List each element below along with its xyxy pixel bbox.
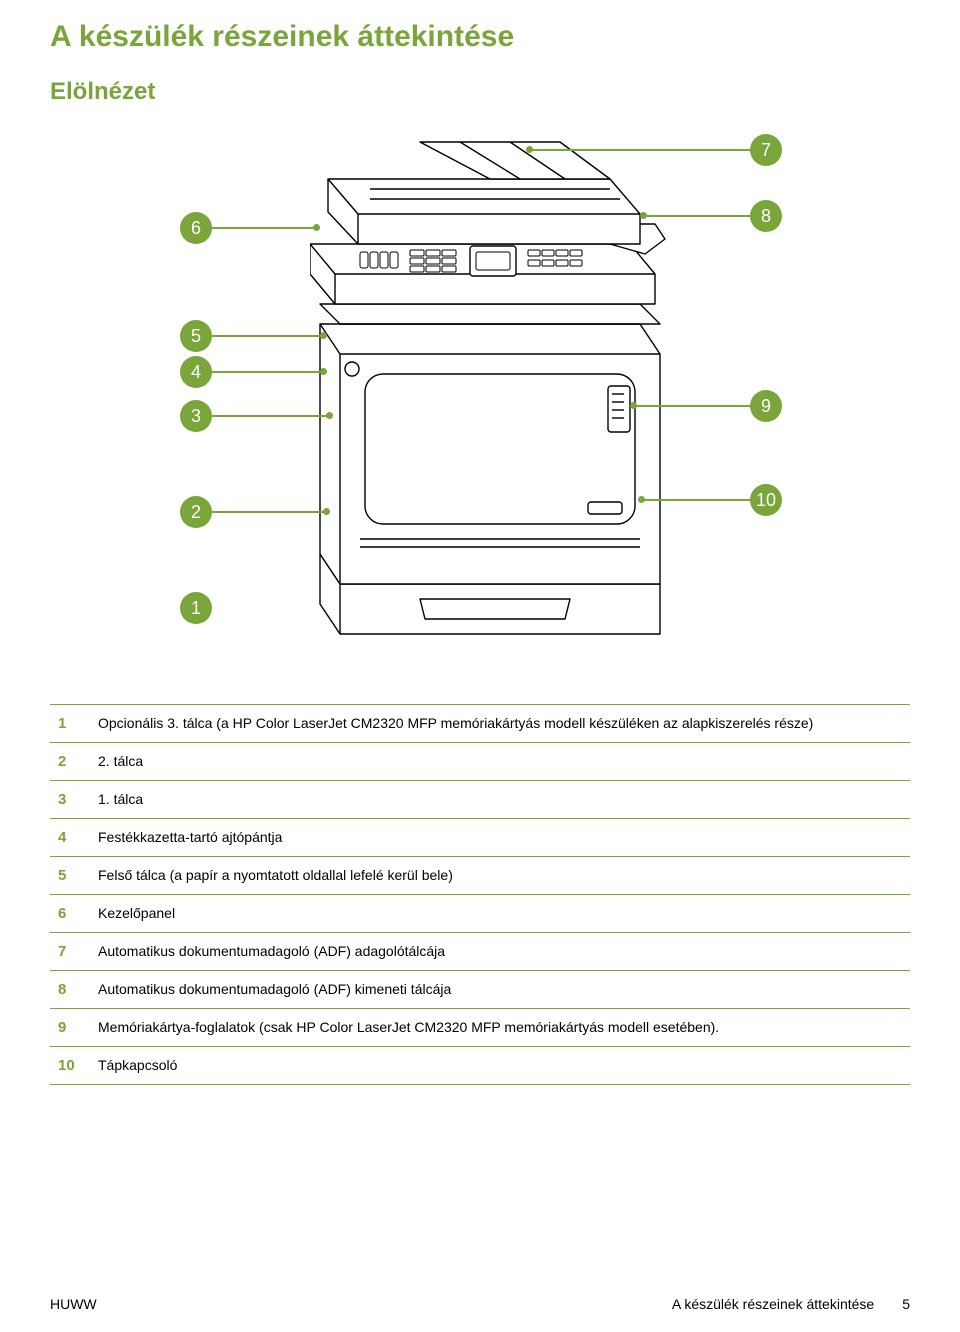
callout-7: 7 bbox=[750, 134, 782, 166]
section-subtitle: Elölnézet bbox=[50, 78, 910, 106]
lead-dot-3 bbox=[326, 412, 333, 419]
callout-4-num: 4 bbox=[191, 362, 201, 383]
lead-dot-10 bbox=[638, 496, 645, 503]
page-title: A készülék részeinek áttekintése bbox=[50, 20, 910, 54]
footer-section-title: A készülék részeinek áttekintése bbox=[672, 1296, 874, 1312]
lead-5 bbox=[212, 335, 322, 337]
callout-7-num: 7 bbox=[761, 140, 771, 161]
lead-dot-8 bbox=[640, 212, 647, 219]
lead-dot-6 bbox=[313, 224, 320, 231]
lead-7 bbox=[530, 149, 750, 151]
part-num: 7 bbox=[50, 933, 90, 971]
lead-dot-2 bbox=[323, 508, 330, 515]
table-row: 4Festékkazetta-tartó ajtópántja bbox=[50, 819, 910, 857]
lead-4 bbox=[212, 371, 322, 373]
part-num: 6 bbox=[50, 895, 90, 933]
table-row: 22. tálca bbox=[50, 743, 910, 781]
table-row: 7Automatikus dokumentumadagoló (ADF) ada… bbox=[50, 933, 910, 971]
callout-1-num: 1 bbox=[191, 598, 201, 619]
part-desc: 2. tálca bbox=[90, 743, 910, 781]
callout-3: 3 bbox=[180, 400, 212, 432]
lead-2 bbox=[212, 511, 325, 513]
callout-2: 2 bbox=[180, 496, 212, 528]
printer-illustration bbox=[310, 124, 670, 644]
lead-6 bbox=[212, 227, 315, 229]
part-num: 10 bbox=[50, 1047, 90, 1085]
part-num: 4 bbox=[50, 819, 90, 857]
printer-diagram: 6 5 4 3 2 1 7 8 9 10 bbox=[50, 124, 910, 674]
part-desc: Festékkazetta-tartó ajtópántja bbox=[90, 819, 910, 857]
table-row: 6Kezelőpanel bbox=[50, 895, 910, 933]
table-row: 31. tálca bbox=[50, 781, 910, 819]
callout-4: 4 bbox=[180, 356, 212, 388]
callout-6-num: 6 bbox=[191, 218, 201, 239]
lead-3 bbox=[212, 415, 328, 417]
part-num: 2 bbox=[50, 743, 90, 781]
part-desc: Automatikus dokumentumadagoló (ADF) adag… bbox=[90, 933, 910, 971]
part-desc: Automatikus dokumentumadagoló (ADF) kime… bbox=[90, 971, 910, 1009]
part-num: 8 bbox=[50, 971, 90, 1009]
table-row: 8Automatikus dokumentumadagoló (ADF) kim… bbox=[50, 971, 910, 1009]
table-row: 5Felső tálca (a papír a nyomtatott oldal… bbox=[50, 857, 910, 895]
part-num: 1 bbox=[50, 705, 90, 743]
callout-8-num: 8 bbox=[761, 206, 771, 227]
lead-10 bbox=[642, 499, 750, 501]
part-num: 3 bbox=[50, 781, 90, 819]
callout-5-num: 5 bbox=[191, 326, 201, 347]
lead-dot-7 bbox=[526, 146, 533, 153]
part-desc: Opcionális 3. tálca (a HP Color LaserJet… bbox=[90, 705, 910, 743]
callout-1: 1 bbox=[180, 592, 212, 624]
callout-3-num: 3 bbox=[191, 406, 201, 427]
page-footer: HUWW A készülék részeinek áttekintése 5 bbox=[50, 1296, 910, 1312]
part-desc: Memóriakártya-foglalatok (csak HP Color … bbox=[90, 1009, 910, 1047]
table-row: 1Opcionális 3. tálca (a HP Color LaserJe… bbox=[50, 705, 910, 743]
lead-9 bbox=[634, 405, 750, 407]
parts-table: 1Opcionális 3. tálca (a HP Color LaserJe… bbox=[50, 704, 910, 1085]
callout-10: 10 bbox=[750, 484, 782, 516]
callout-6: 6 bbox=[180, 212, 212, 244]
part-desc: Felső tálca (a papír a nyomtatott oldall… bbox=[90, 857, 910, 895]
lead-dot-5 bbox=[320, 332, 327, 339]
part-num: 9 bbox=[50, 1009, 90, 1047]
footer-page-number: 5 bbox=[902, 1296, 910, 1312]
callout-9: 9 bbox=[750, 390, 782, 422]
table-row: 9Memóriakártya-foglalatok (csak HP Color… bbox=[50, 1009, 910, 1047]
callout-2-num: 2 bbox=[191, 502, 201, 523]
lead-dot-4 bbox=[320, 368, 327, 375]
callout-5: 5 bbox=[180, 320, 212, 352]
part-num: 5 bbox=[50, 857, 90, 895]
part-desc: Kezelőpanel bbox=[90, 895, 910, 933]
lead-dot-9 bbox=[630, 402, 637, 409]
lead-8 bbox=[644, 215, 750, 217]
callout-9-num: 9 bbox=[761, 396, 771, 417]
footer-left: HUWW bbox=[50, 1296, 97, 1312]
part-desc: 1. tálca bbox=[90, 781, 910, 819]
part-desc: Tápkapcsoló bbox=[90, 1047, 910, 1085]
callout-10-num: 10 bbox=[756, 490, 776, 511]
callout-8: 8 bbox=[750, 200, 782, 232]
table-row: 10Tápkapcsoló bbox=[50, 1047, 910, 1085]
